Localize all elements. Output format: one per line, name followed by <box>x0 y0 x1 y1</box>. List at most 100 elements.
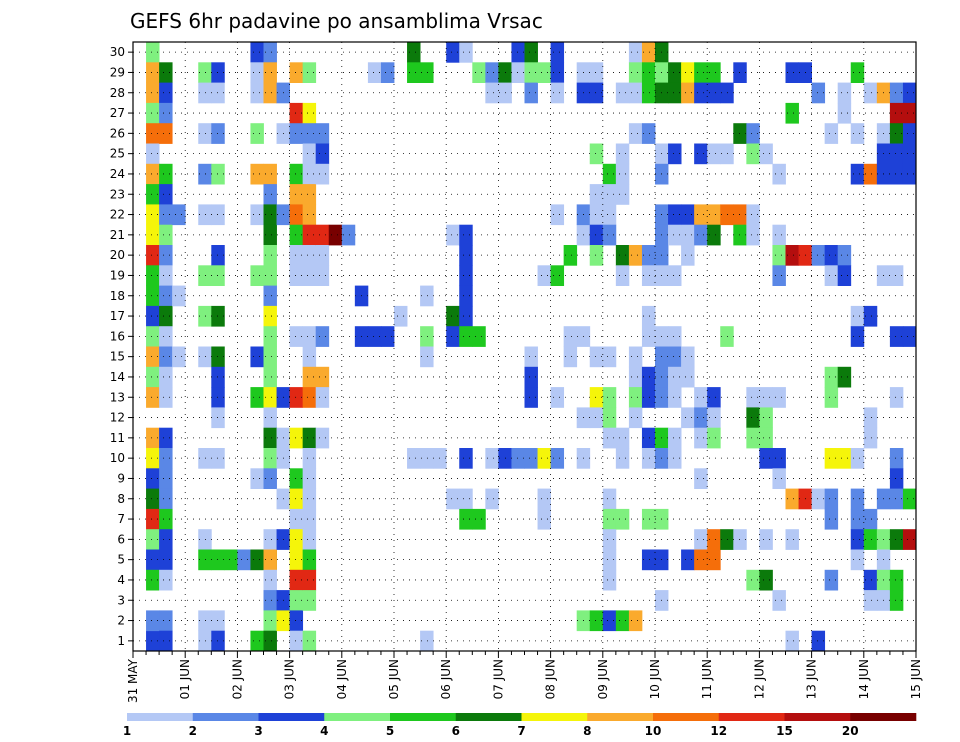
heatmap-cell <box>211 366 225 388</box>
colorbar-swatch <box>192 713 259 721</box>
heatmap-cell <box>537 62 551 83</box>
heatmap-cell <box>159 549 173 571</box>
heatmap-cell <box>263 62 277 83</box>
heatmap-cell <box>237 549 251 571</box>
heatmap-cell <box>198 305 212 327</box>
heatmap-cell <box>250 265 264 286</box>
heatmap-cell <box>602 549 617 571</box>
heatmap-cell <box>302 427 317 449</box>
heatmap-cell <box>615 82 630 104</box>
y-tick-label: 27 <box>110 106 125 120</box>
heatmap-cell <box>472 326 486 347</box>
colorbar-label: 6 <box>452 724 460 738</box>
heatmap-cell <box>289 245 304 266</box>
heatmap-cell <box>211 204 225 226</box>
heatmap-cell <box>159 448 173 469</box>
heatmap-cell <box>446 326 460 347</box>
y-tick-label: 10 <box>110 451 125 465</box>
heatmap-cell <box>837 245 852 266</box>
heatmap-cell <box>889 326 904 347</box>
heatmap-cell <box>407 448 421 469</box>
heatmap-cell <box>446 42 460 63</box>
heatmap-cell <box>146 42 160 63</box>
heatmap-cell <box>746 387 760 408</box>
heatmap-cell <box>850 549 865 571</box>
y-tick-label: 30 <box>110 45 125 59</box>
heatmap-cell <box>641 326 656 347</box>
y-tick-label: 26 <box>110 126 125 140</box>
heatmap-cell <box>211 448 225 469</box>
heatmap-cell <box>772 163 786 185</box>
heatmap-cell <box>211 407 225 429</box>
heatmap-cell <box>837 265 852 286</box>
heatmap-cell <box>289 224 304 246</box>
heatmap-cell <box>902 82 917 104</box>
heatmap-cell <box>602 529 617 550</box>
heatmap-cell <box>615 184 630 205</box>
heatmap-cell <box>315 123 330 144</box>
heatmap-cell <box>146 346 160 368</box>
heatmap-cell <box>263 204 277 226</box>
heatmap-cell <box>524 448 538 469</box>
heatmap-cell <box>250 387 264 408</box>
heatmap-cell <box>563 346 578 368</box>
heatmap-cell <box>146 163 160 185</box>
heatmap-cell <box>289 529 304 550</box>
heatmap-cell <box>681 346 695 368</box>
heatmap-cell <box>641 123 656 144</box>
heatmap-cell <box>694 407 708 429</box>
colorbar-swatch <box>850 713 917 721</box>
heatmap-cell <box>263 366 277 388</box>
heatmap-cell <box>694 529 708 550</box>
heatmap-cell <box>824 488 839 510</box>
heatmap-cell <box>628 245 643 266</box>
heatmap-cell <box>146 123 160 144</box>
heatmap-cell <box>446 488 460 510</box>
heatmap-cell <box>746 204 760 226</box>
heatmap-cell <box>263 590 277 611</box>
heatmap-cell <box>602 163 617 185</box>
heatmap-cell <box>198 123 212 144</box>
colorbar-label: 20 <box>842 724 859 738</box>
heatmap-cell <box>602 569 617 591</box>
heatmap-cell <box>211 630 225 652</box>
heatmap-cell <box>198 549 212 571</box>
heatmap-cell <box>811 488 826 510</box>
heatmap-cell <box>198 346 212 368</box>
heatmap-cell <box>211 62 225 83</box>
heatmap-cell <box>772 387 786 408</box>
heatmap-cell <box>172 285 186 307</box>
heatmap-cell <box>289 62 304 83</box>
heatmap-cell <box>446 305 460 327</box>
heatmap-cell <box>889 590 904 611</box>
heatmap-cell <box>811 630 826 652</box>
heatmap-cell <box>707 529 721 550</box>
heatmap-cell <box>550 448 565 469</box>
x-tick-label: 15 JUN <box>909 659 923 699</box>
colorbar-label: 2 <box>189 724 197 738</box>
heatmap-cell <box>146 82 160 104</box>
heatmap-cell <box>720 82 734 104</box>
heatmap-cell <box>263 549 277 571</box>
heatmap-cell <box>668 366 682 388</box>
heatmap-cell <box>459 245 473 266</box>
heatmap-cell <box>589 610 604 632</box>
heatmap-cell <box>459 326 473 347</box>
heatmap-cell <box>146 102 160 124</box>
heatmap-cell <box>172 346 186 368</box>
heatmap-cell <box>289 468 304 489</box>
heatmap-cell <box>289 508 304 530</box>
heatmap-cell <box>720 326 734 347</box>
heatmap-cell <box>589 62 604 83</box>
heatmap-cell <box>289 163 304 185</box>
heatmap-cell <box>263 285 277 307</box>
heatmap-cell <box>733 123 747 144</box>
heatmap-cell <box>302 204 317 226</box>
heatmap-cell <box>759 143 773 165</box>
heatmap-cell <box>250 163 264 185</box>
heatmap-cell <box>263 468 277 489</box>
heatmap-cell <box>863 163 878 185</box>
heatmap-cell <box>459 508 473 530</box>
heatmap-cell <box>889 265 904 286</box>
y-tick-label: 16 <box>110 329 125 343</box>
